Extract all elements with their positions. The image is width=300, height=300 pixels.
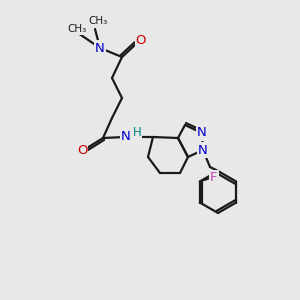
Text: CH₃: CH₃ bbox=[88, 16, 108, 26]
Text: N: N bbox=[198, 143, 208, 157]
Text: O: O bbox=[77, 143, 87, 157]
Text: CH₃: CH₃ bbox=[68, 24, 87, 34]
Text: N: N bbox=[95, 41, 105, 55]
Text: N: N bbox=[121, 130, 131, 143]
Text: O: O bbox=[136, 34, 146, 46]
Text: H: H bbox=[133, 125, 141, 139]
Text: F: F bbox=[210, 171, 218, 184]
Text: N: N bbox=[197, 127, 207, 140]
